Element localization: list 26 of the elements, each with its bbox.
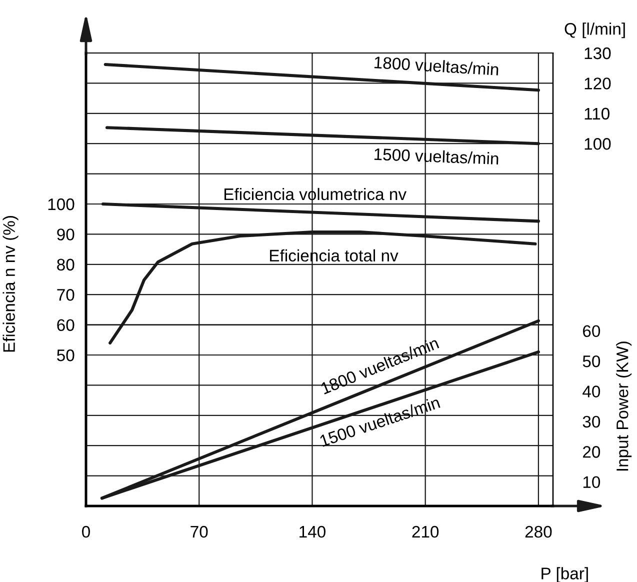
series-label: 1800 vueltas/min	[374, 56, 499, 76]
y2-tick-label: 120	[584, 78, 611, 90]
x-tick-label: 210	[412, 526, 439, 538]
y3-tick-label: 60	[583, 325, 600, 338]
y-axis-title: Eficiencia n nv (%)	[2, 216, 18, 352]
x-tick-label: 0	[82, 526, 90, 538]
y3-axis-title: Input Power (KW)	[616, 342, 632, 471]
y3-tick-label: 10	[583, 476, 600, 488]
y3-tick-label: 40	[582, 386, 600, 398]
y2-tick-label: 100	[584, 138, 611, 150]
y-tick-label: 70	[57, 289, 74, 301]
series-label: 1500 vueltas/min	[374, 148, 498, 165]
y-tick-label: 90	[57, 228, 74, 240]
y2-tick-label: 130	[584, 47, 611, 60]
y2-axis-title: Q [l/min]	[564, 22, 625, 38]
y-tick-label: 80	[57, 258, 74, 271]
y3-tick-label: 50	[582, 355, 600, 368]
y-tick-label: 100	[48, 198, 74, 210]
y-tick-label: 60	[57, 319, 74, 332]
x-tick-label: 70	[190, 526, 208, 538]
x-tick-label: 280	[525, 526, 552, 538]
y3-tick-label: 20	[583, 446, 600, 458]
x-tick-label: 140	[300, 526, 326, 538]
y2-tick-label: 110	[584, 108, 610, 120]
y3-tick-label: 30	[582, 416, 600, 428]
y-tick-label: 50	[57, 349, 74, 362]
